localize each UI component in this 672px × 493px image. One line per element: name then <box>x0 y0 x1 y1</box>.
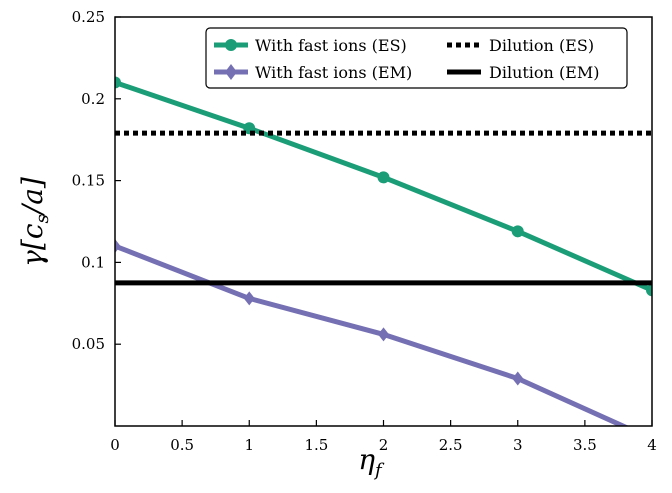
legend-box <box>205 27 628 89</box>
legend-label-dilution-em: Dilution (EM) <box>489 63 599 82</box>
x-tick-label: 3.5 <box>573 436 597 454</box>
data-point-fast-ions-es <box>115 76 121 89</box>
x-tick-label: 3 <box>513 436 523 454</box>
series-layer <box>115 76 652 426</box>
x-tick-label: 4 <box>647 436 657 454</box>
y-tick-label: 0.1 <box>81 253 105 271</box>
data-point-fast-ions-em <box>512 371 524 386</box>
legend-item-fast-ions-es: With fast ions (ES) <box>214 36 407 55</box>
data-point-fast-ions-em <box>243 291 255 306</box>
legend-item-dilution-em: Dilution (EM) <box>447 63 599 82</box>
y-tick-label: 0.15 <box>72 172 105 190</box>
x-tick-label: 1 <box>244 436 254 454</box>
legend-item-fast-ions-em: With fast ions (EM) <box>214 63 412 82</box>
y-tick-label: 0.25 <box>72 8 105 26</box>
data-point-fast-ions-em <box>115 239 121 254</box>
x-axis-label-sub: f <box>373 460 385 481</box>
data-point-fast-ions-es <box>511 225 524 238</box>
y-tick-label: 0.2 <box>81 90 105 108</box>
data-point-fast-ions-es <box>377 171 390 184</box>
x-tick-label: 2.5 <box>439 436 463 454</box>
x-tick-label: 1.5 <box>304 436 328 454</box>
x-tick-label: 0 <box>110 436 120 454</box>
series-line-fast-ions-em <box>115 243 630 426</box>
legend-label-fast-ions-em: With fast ions (EM) <box>255 63 412 82</box>
legend-item-dilution-es: Dilution (ES) <box>447 36 594 55</box>
y-axis-label-tail: /a] <box>16 177 49 217</box>
data-point-fast-ions-em <box>378 327 389 342</box>
x-tick-label: 2 <box>379 436 389 454</box>
legend-marker-circle <box>225 39 237 51</box>
x-axis: 0 0.5 1 1.5 2 2.5 3 3.5 4 <box>110 420 657 454</box>
y-axis-label-sub: s <box>32 214 53 223</box>
legend-marker-diamond <box>225 64 237 80</box>
series-line-fast-ions-es <box>115 80 652 293</box>
y-axis: 0.05 0.1 0.15 0.2 0.25 <box>72 8 121 353</box>
legend: With fast ions (ES) Dilution (ES) With f… <box>205 27 628 89</box>
y-tick-label: 0.05 <box>72 335 105 353</box>
x-axis-label-main: η <box>358 443 375 476</box>
y-axis-label-main: γ[c <box>16 223 49 267</box>
y-axis-label: γ[cs/a] <box>16 177 53 267</box>
x-tick-label: 0.5 <box>170 436 194 454</box>
legend-label-fast-ions-es: With fast ions (ES) <box>255 36 407 55</box>
data-point-fast-ions-es <box>646 284 652 297</box>
legend-label-dilution-es: Dilution (ES) <box>489 36 594 55</box>
